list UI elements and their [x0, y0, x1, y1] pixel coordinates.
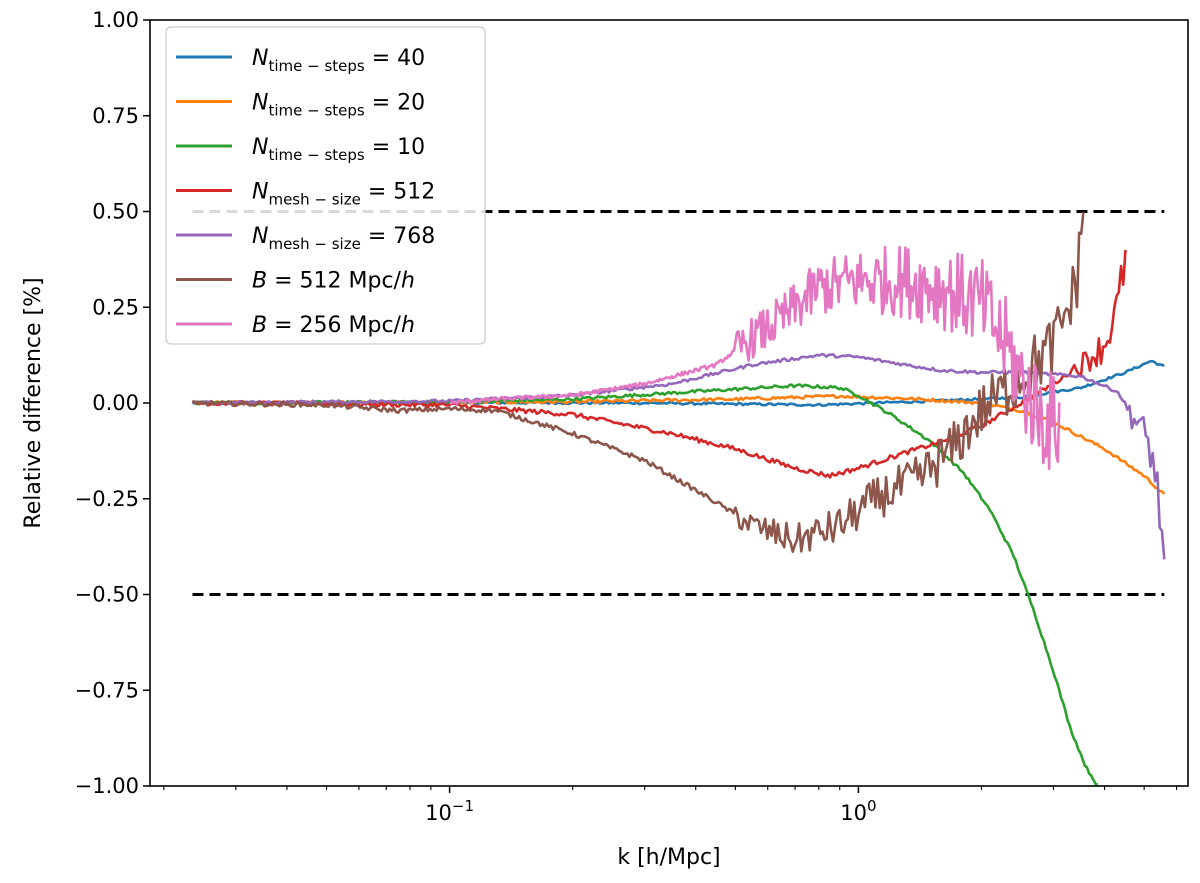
legend-label: Ntime − steps = 10 [252, 135, 425, 164]
x-tick-label: 100 [840, 797, 876, 825]
y-tick-label: 0.75 [92, 104, 139, 128]
series-line-4 [191, 249, 1127, 479]
series-line-5 [192, 352, 1166, 560]
y-axis: −1.00 −0.75 −0.50 −0.25 0.00 0.25 0.50 0.75 1.00 [75, 8, 150, 798]
x-tick-label: 10−1 [425, 797, 474, 825]
legend-label: B = 256 Mpc/h [252, 313, 415, 338]
series-line-7 [449, 245, 1061, 470]
y-tick-label: 0.00 [92, 391, 139, 415]
y-tick-label: −0.25 [75, 487, 139, 511]
legend-label: Ntime − steps = 40 [252, 46, 425, 75]
legend-box [165, 26, 486, 345]
legend-label: Nmesh − size = 768 [252, 224, 435, 253]
y-tick-label: −1.00 [75, 774, 139, 798]
y-tick-label: 0.50 [92, 200, 139, 224]
x-axis-label: k [h/Mpc] [617, 845, 720, 870]
y-tick-label: 0.25 [92, 295, 139, 319]
y-tick-label: −0.50 [75, 583, 139, 607]
y-tick-label: −0.75 [75, 678, 139, 702]
x-axis: 10−1 100 [163, 786, 1178, 825]
legend-label: Ntime − steps = 20 [252, 91, 425, 120]
y-axis-label: Relative difference [%] [21, 277, 46, 528]
legend-label: Nmesh − size = 512 [252, 180, 435, 209]
legend: Ntime − steps = 40 Ntime − steps = 20 Ntim… [165, 26, 486, 345]
legend-label: B = 512 Mpc/h [252, 269, 415, 294]
series-line-6 [191, 211, 1085, 554]
y-tick-label: 1.00 [92, 8, 139, 32]
